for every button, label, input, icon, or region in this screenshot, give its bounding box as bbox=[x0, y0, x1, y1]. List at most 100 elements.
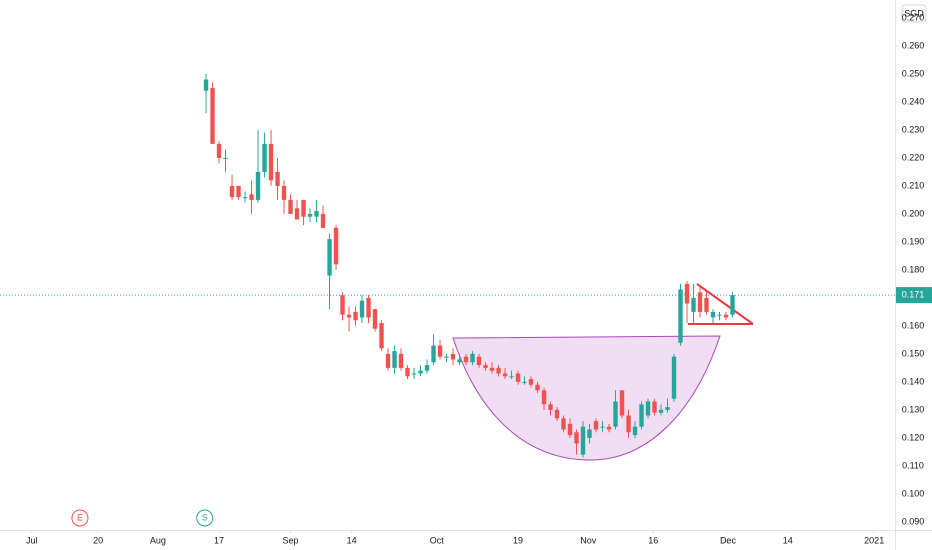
y-tick-label: 0.090 bbox=[902, 516, 925, 526]
candle-body bbox=[229, 185, 235, 198]
candle-body bbox=[593, 421, 599, 430]
candle-body bbox=[418, 370, 423, 374]
candle-body bbox=[535, 384, 540, 391]
candle-body bbox=[574, 432, 579, 444]
candle-body bbox=[210, 87, 215, 144]
candle-body bbox=[320, 213, 326, 228]
candle-body bbox=[314, 211, 319, 217]
candle-body bbox=[548, 404, 553, 410]
candle-body bbox=[678, 289, 683, 343]
y-tick-label: 0.110 bbox=[902, 460, 924, 470]
candle-body bbox=[242, 197, 248, 199]
candle-body bbox=[411, 373, 417, 375]
event-label: E bbox=[77, 512, 83, 522]
candle-body bbox=[444, 356, 449, 358]
x-tick-label: Aug bbox=[150, 535, 166, 545]
y-tick-label: 0.270 bbox=[902, 12, 925, 22]
y-tick-label: 0.260 bbox=[902, 40, 925, 50]
candle-body bbox=[554, 409, 560, 419]
candle-body bbox=[626, 415, 631, 433]
y-tick-label: 0.120 bbox=[902, 432, 925, 442]
candle-body bbox=[366, 297, 371, 318]
y-tick-label: 0.140 bbox=[902, 376, 925, 386]
candle-body bbox=[249, 194, 254, 200]
candle-body bbox=[587, 429, 592, 438]
x-tick-label: Sep bbox=[283, 535, 299, 545]
candle-body bbox=[541, 390, 547, 405]
candle-body bbox=[658, 409, 664, 413]
candle-body bbox=[203, 79, 209, 91]
candle-body bbox=[645, 401, 651, 416]
candle-body bbox=[431, 345, 436, 363]
candle-body bbox=[327, 239, 332, 276]
y-tick-label: 0.240 bbox=[902, 96, 925, 106]
candle-body bbox=[515, 373, 521, 382]
last-price-label: 0.171 bbox=[902, 289, 925, 299]
candle-body bbox=[697, 292, 703, 312]
candle-body bbox=[392, 351, 397, 368]
candle-body bbox=[730, 295, 735, 315]
candle-body bbox=[236, 185, 241, 198]
x-tick-label: Dec bbox=[720, 535, 737, 545]
x-tick-label: 2021 bbox=[864, 535, 884, 545]
candle-body bbox=[639, 404, 644, 427]
candle-body bbox=[561, 418, 566, 430]
y-tick-label: 0.150 bbox=[902, 348, 925, 358]
x-tick-label: 20 bbox=[93, 535, 103, 545]
x-tick-label: Oct bbox=[430, 535, 445, 545]
y-tick-label: 0.220 bbox=[902, 152, 925, 162]
y-tick-label: 0.180 bbox=[902, 264, 925, 274]
y-tick-label: 0.230 bbox=[902, 124, 925, 134]
x-tick-label: Nov bbox=[580, 535, 597, 545]
pennant-line bbox=[696, 283, 754, 325]
candle-body bbox=[379, 323, 384, 349]
y-tick-label: 0.200 bbox=[902, 208, 925, 218]
candle-body bbox=[307, 213, 313, 217]
candle-body bbox=[509, 376, 514, 378]
last-price-box bbox=[896, 287, 932, 304]
candle-body bbox=[502, 373, 508, 377]
currency-label: SGD bbox=[904, 8, 924, 18]
candle-body bbox=[346, 314, 352, 318]
candle-body bbox=[340, 295, 345, 315]
candle-body bbox=[333, 227, 339, 265]
candle-body bbox=[268, 143, 274, 181]
x-tick-label: 17 bbox=[214, 535, 224, 545]
candle-body bbox=[528, 379, 534, 385]
candle-body bbox=[437, 345, 443, 357]
candle-body bbox=[262, 143, 267, 172]
candle-body bbox=[275, 171, 280, 186]
candle-body bbox=[522, 381, 527, 383]
y-tick-label: 0.190 bbox=[902, 236, 925, 246]
x-tick-label: 14 bbox=[783, 535, 793, 545]
candle-body bbox=[665, 407, 670, 410]
y-tick-label: 0.130 bbox=[902, 404, 925, 414]
candle-body bbox=[255, 171, 261, 200]
event-marker bbox=[196, 509, 214, 527]
candle-body bbox=[489, 367, 495, 371]
event-label: S bbox=[202, 512, 208, 522]
x-tick-label: Jul bbox=[26, 535, 38, 545]
candle-body bbox=[463, 356, 469, 363]
candle-body bbox=[424, 365, 430, 371]
candle-body bbox=[580, 426, 586, 455]
x-tick-label: 19 bbox=[513, 535, 523, 545]
candle-body bbox=[691, 297, 696, 312]
currency-box[interactable] bbox=[901, 4, 927, 23]
candle-body bbox=[405, 367, 410, 377]
candle-body bbox=[684, 283, 690, 304]
x-tick-label: 16 bbox=[648, 535, 658, 545]
candle-body bbox=[671, 356, 677, 399]
candle-body bbox=[359, 300, 365, 318]
candle-body bbox=[223, 157, 228, 159]
candle-body bbox=[613, 401, 618, 427]
candle-body bbox=[600, 426, 605, 428]
y-tick-label: 0.100 bbox=[902, 488, 925, 498]
candle-body bbox=[294, 208, 300, 220]
candle-body bbox=[704, 297, 709, 312]
cup-drawing bbox=[452, 335, 721, 461]
candle-body bbox=[288, 199, 293, 214]
candle-body bbox=[652, 401, 657, 413]
